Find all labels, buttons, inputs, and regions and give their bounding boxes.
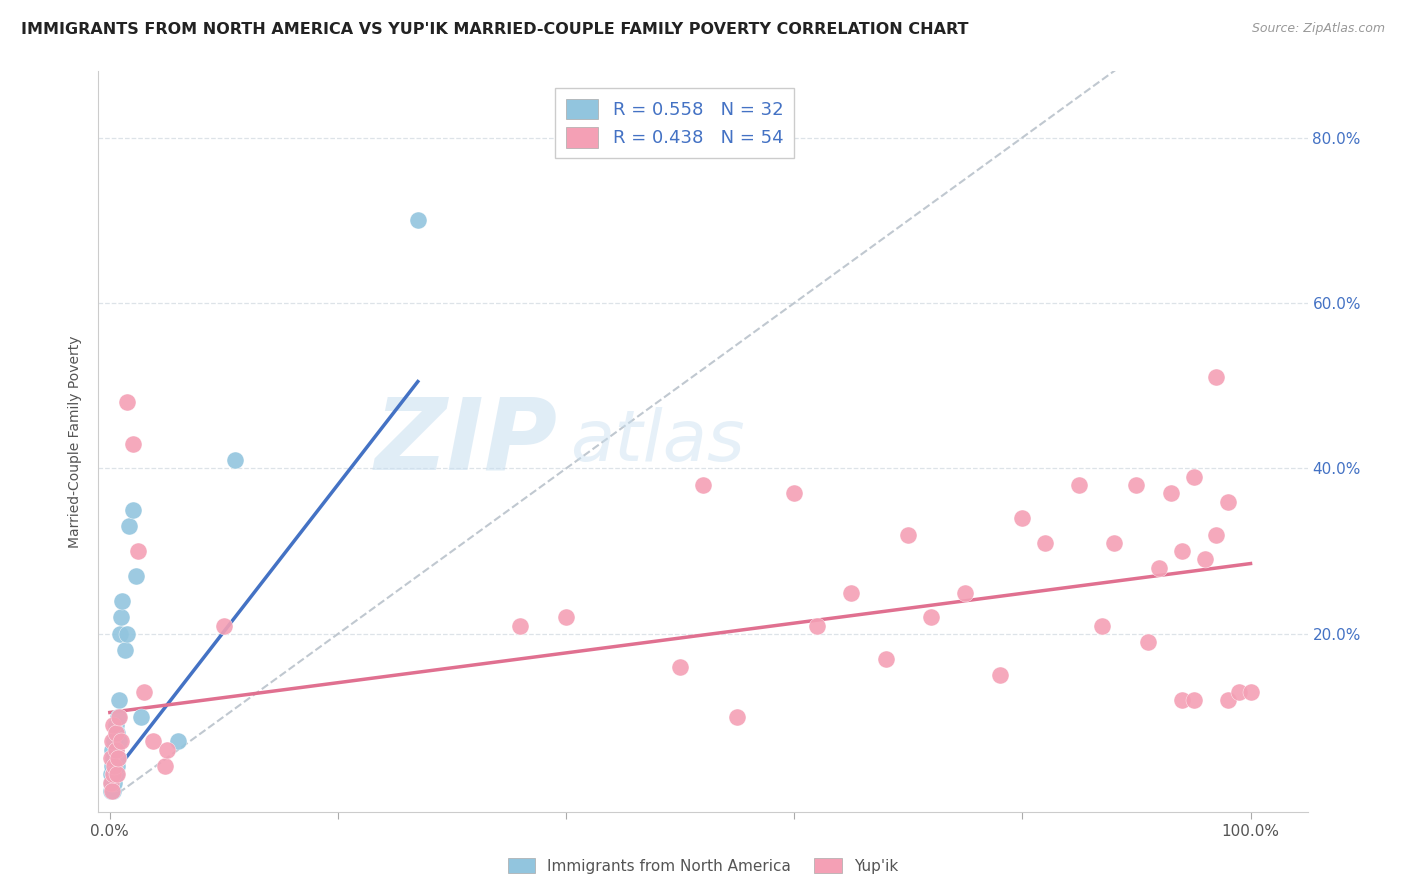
Point xyxy=(1091,618,1114,632)
Point xyxy=(127,544,149,558)
Point xyxy=(955,585,977,599)
Point xyxy=(101,734,124,748)
Point xyxy=(100,776,122,790)
Point xyxy=(100,784,122,798)
Point xyxy=(224,453,246,467)
Point xyxy=(1160,486,1182,500)
Point xyxy=(1182,693,1205,707)
Legend: Immigrants from North America, Yup'ik: Immigrants from North America, Yup'ik xyxy=(502,852,904,880)
Point xyxy=(167,734,190,748)
Text: IMMIGRANTS FROM NORTH AMERICA VS YUP'IK MARRIED-COUPLE FAMILY POVERTY CORRELATIO: IMMIGRANTS FROM NORTH AMERICA VS YUP'IK … xyxy=(21,22,969,37)
Point xyxy=(132,685,155,699)
Point xyxy=(103,784,125,798)
Point xyxy=(105,767,128,781)
Point xyxy=(988,668,1011,682)
Point xyxy=(108,709,131,723)
Point xyxy=(1102,536,1125,550)
Point xyxy=(1239,685,1261,699)
Point xyxy=(783,486,806,500)
Point xyxy=(1171,544,1194,558)
Point xyxy=(107,751,129,765)
Point xyxy=(104,726,127,740)
Point xyxy=(725,709,748,723)
Point xyxy=(129,709,152,723)
Point xyxy=(1182,469,1205,483)
Text: Source: ZipAtlas.com: Source: ZipAtlas.com xyxy=(1251,22,1385,36)
Point xyxy=(103,767,125,781)
Point xyxy=(100,751,122,765)
Point xyxy=(105,759,128,773)
Point xyxy=(920,610,942,624)
Point xyxy=(1171,693,1194,707)
Point xyxy=(1216,693,1239,707)
Point xyxy=(101,742,124,756)
Point xyxy=(104,742,127,756)
Point xyxy=(1149,560,1171,574)
Point xyxy=(111,594,134,608)
Point xyxy=(1205,527,1227,541)
Point xyxy=(114,643,136,657)
Point xyxy=(153,759,176,773)
Point xyxy=(156,742,179,756)
Point xyxy=(100,776,122,790)
Point xyxy=(121,503,143,517)
Point xyxy=(107,751,129,765)
Text: ZIP: ZIP xyxy=(375,393,558,490)
Point xyxy=(103,759,125,773)
Point xyxy=(897,527,920,541)
Point xyxy=(103,718,125,732)
Point xyxy=(509,618,531,632)
Point xyxy=(839,585,862,599)
Point xyxy=(104,767,127,781)
Point xyxy=(103,734,125,748)
Point xyxy=(100,767,122,781)
Point xyxy=(669,660,692,674)
Point xyxy=(121,436,143,450)
Point xyxy=(875,651,897,665)
Point xyxy=(108,627,131,641)
Legend: R = 0.558   N = 32, R = 0.438   N = 54: R = 0.558 N = 32, R = 0.438 N = 54 xyxy=(555,87,794,159)
Point xyxy=(108,693,131,707)
Point xyxy=(108,734,131,748)
Point xyxy=(142,734,165,748)
Point xyxy=(103,776,125,790)
Point xyxy=(1227,685,1250,699)
Point xyxy=(692,478,714,492)
Point xyxy=(1216,494,1239,508)
Point xyxy=(1011,511,1033,525)
Point xyxy=(1033,536,1056,550)
Point xyxy=(115,627,138,641)
Point xyxy=(110,610,132,624)
Point xyxy=(115,395,138,409)
Point xyxy=(212,618,235,632)
Point xyxy=(105,726,128,740)
Point xyxy=(806,618,828,632)
Text: atlas: atlas xyxy=(569,407,745,476)
Point xyxy=(1069,478,1091,492)
Point xyxy=(101,759,124,773)
Point xyxy=(1205,370,1227,384)
Point xyxy=(406,213,429,227)
Point xyxy=(107,709,129,723)
Point xyxy=(125,569,148,583)
Point xyxy=(1194,552,1216,566)
Point xyxy=(1125,478,1147,492)
Point xyxy=(1136,635,1159,649)
Point xyxy=(103,751,125,765)
Point xyxy=(555,610,578,624)
Point xyxy=(118,519,141,533)
Point xyxy=(104,742,127,756)
Point xyxy=(103,767,125,781)
Point xyxy=(101,776,124,790)
Point xyxy=(104,718,127,732)
Point xyxy=(110,734,132,748)
Point xyxy=(101,784,124,798)
Y-axis label: Married-Couple Family Poverty: Married-Couple Family Poverty xyxy=(69,335,83,548)
